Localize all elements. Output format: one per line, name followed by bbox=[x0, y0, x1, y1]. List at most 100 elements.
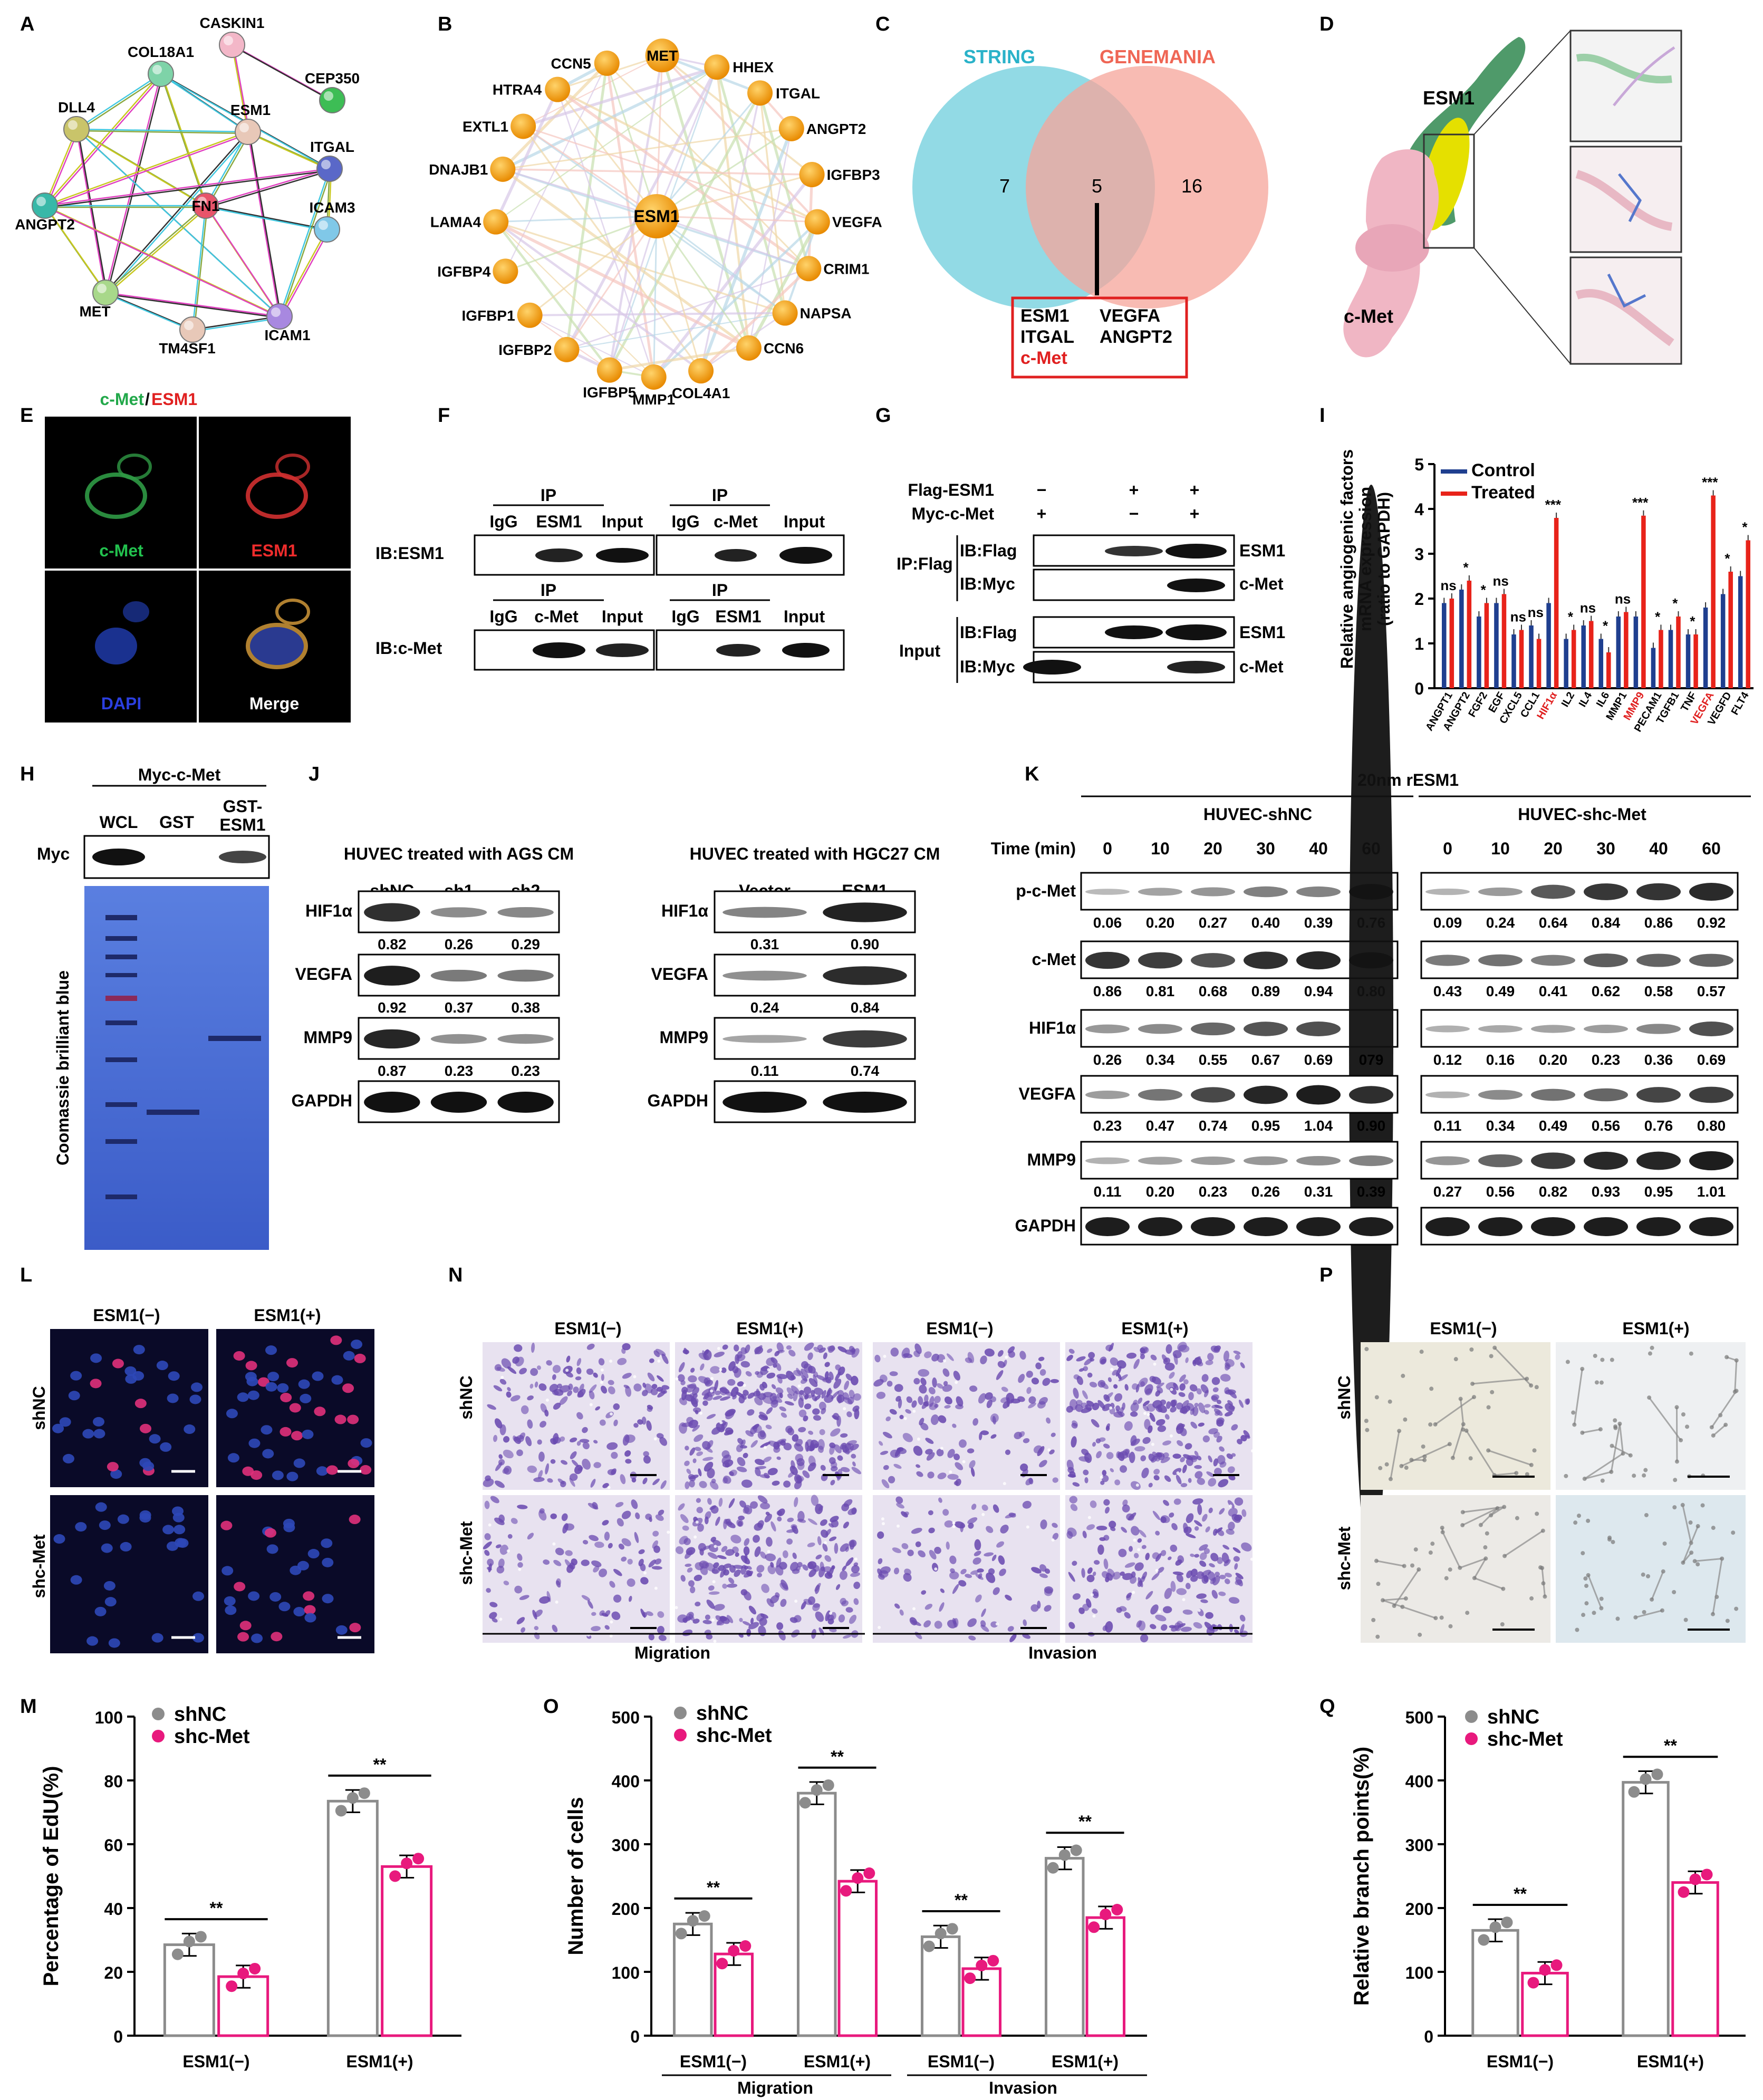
ip-label: IP bbox=[712, 581, 728, 600]
bar-control bbox=[1581, 625, 1586, 688]
band bbox=[1478, 1090, 1523, 1100]
node-label: CRIM1 bbox=[823, 261, 869, 277]
node-icam3: ICAM3 bbox=[309, 199, 355, 243]
micrograph bbox=[1361, 1495, 1550, 1643]
node-label: DNAJB1 bbox=[429, 161, 488, 178]
band-value: 0.27 bbox=[1433, 1183, 1462, 1200]
micrograph bbox=[873, 1495, 1060, 1643]
network-edge bbox=[278, 229, 328, 317]
band bbox=[1085, 1091, 1130, 1099]
legend-label: shNC bbox=[174, 1703, 226, 1726]
band bbox=[1296, 951, 1341, 970]
node-igfbp3: IGFBP3 bbox=[799, 162, 880, 188]
legend-treated-swatch bbox=[1441, 492, 1467, 496]
band-value: 0.36 bbox=[1644, 1052, 1673, 1068]
header-myc-cmet: Myc-c-Met bbox=[138, 765, 221, 784]
stain-label: Coomassie brilliant blue bbox=[53, 970, 72, 1165]
blot-strip bbox=[1080, 1009, 1399, 1048]
band-value: 0.56 bbox=[1486, 1183, 1515, 1200]
y-tick-label: 0 bbox=[1424, 2027, 1433, 2046]
band bbox=[1244, 1022, 1288, 1036]
network-edge bbox=[192, 315, 280, 331]
bar-control bbox=[1477, 616, 1481, 688]
data-point bbox=[1628, 1786, 1640, 1798]
time-label: Time (min) bbox=[991, 839, 1076, 858]
network-edge bbox=[523, 65, 718, 128]
channel-label-merge: Merge bbox=[249, 694, 299, 713]
data-point bbox=[1527, 1977, 1539, 1989]
node-label: VEGFA bbox=[832, 214, 882, 230]
band bbox=[497, 907, 554, 918]
band-value: 0.87 bbox=[378, 1063, 407, 1079]
network-edge bbox=[661, 54, 818, 223]
band bbox=[823, 1030, 907, 1048]
time-point: 10 bbox=[1491, 839, 1510, 858]
band-value: 0.40 bbox=[1251, 914, 1280, 931]
title-slash: / bbox=[145, 390, 150, 409]
data-point bbox=[1058, 1849, 1071, 1861]
significance-label: ** bbox=[831, 1747, 844, 1766]
bar-control bbox=[1598, 639, 1604, 688]
band-value: 0.89 bbox=[1251, 983, 1280, 999]
band-value: 0.23 bbox=[1093, 1118, 1122, 1134]
band-value: 0.16 bbox=[1486, 1052, 1515, 1068]
blot-strip bbox=[1080, 872, 1399, 911]
blot-title: HUVEC treated with AGS CM bbox=[344, 844, 574, 863]
band bbox=[430, 969, 487, 982]
band bbox=[364, 966, 420, 986]
band bbox=[364, 903, 420, 922]
panel-e-immunofluorescence: c-Met / ESM1 c-Met ESM1 DAPI Merge bbox=[45, 390, 351, 723]
row-label: HIF1α bbox=[1029, 1018, 1076, 1037]
bar-control bbox=[1633, 616, 1639, 688]
y-tick-label: 40 bbox=[104, 1900, 123, 1919]
venn-genemania-circle bbox=[1026, 66, 1268, 309]
ib-flag-label: IB:Flag bbox=[960, 623, 1017, 642]
legend-marker bbox=[674, 1707, 687, 1719]
band bbox=[1689, 1022, 1733, 1036]
col-esm1-pos: ESM1(+) bbox=[1622, 1319, 1689, 1338]
bar-shc-met bbox=[381, 1865, 433, 2037]
band-value: 0.56 bbox=[1592, 1118, 1621, 1134]
network-edge bbox=[566, 312, 785, 350]
band bbox=[1244, 1085, 1288, 1104]
significance-label: ** bbox=[955, 1891, 968, 1910]
data-point bbox=[739, 1940, 752, 1952]
bar-shnc bbox=[1622, 1781, 1670, 2037]
bar-shnc bbox=[163, 1943, 215, 2037]
coomassie-gel bbox=[84, 886, 269, 1250]
x-tick-label: FLT4 bbox=[1729, 690, 1752, 717]
data-point bbox=[822, 1779, 834, 1791]
legend-control-swatch bbox=[1441, 469, 1467, 474]
network-edge bbox=[247, 131, 330, 170]
network-edge bbox=[78, 130, 208, 208]
data-point bbox=[1501, 1916, 1513, 1929]
band-value: 0.27 bbox=[1199, 914, 1228, 931]
y-tick-label: 500 bbox=[1405, 1708, 1433, 1727]
y-tick-label: 3 bbox=[1414, 545, 1424, 564]
legend-label: shc-Met bbox=[1487, 1728, 1563, 1750]
bar-treated bbox=[1676, 616, 1681, 688]
node-vegfa: VEGFA bbox=[804, 209, 882, 235]
data-point bbox=[1070, 1844, 1082, 1856]
network-edge bbox=[557, 89, 654, 378]
lane-input: Input bbox=[784, 607, 825, 626]
node-label: CASKIN1 bbox=[200, 15, 265, 31]
network-edge bbox=[653, 216, 658, 377]
ip-label: IP bbox=[541, 581, 556, 600]
bar-control bbox=[1459, 590, 1464, 688]
node-label: MMP1 bbox=[632, 391, 675, 408]
band-value: 0.43 bbox=[1433, 983, 1462, 999]
col-esm1-neg: ESM1(−) bbox=[926, 1319, 993, 1338]
y-tick-label: 500 bbox=[612, 1708, 640, 1727]
sign: + bbox=[1129, 480, 1139, 499]
node-hhex: HHEX bbox=[704, 54, 774, 80]
node-label: HTRA4 bbox=[493, 82, 542, 98]
band bbox=[1689, 1086, 1733, 1103]
data-point bbox=[863, 1867, 875, 1880]
significance-label: *** bbox=[1702, 475, 1718, 490]
network-edge bbox=[494, 89, 559, 223]
network-edge bbox=[609, 216, 658, 371]
panel-letter-n: N bbox=[448, 1264, 463, 1286]
blot-bands bbox=[1023, 544, 1227, 675]
